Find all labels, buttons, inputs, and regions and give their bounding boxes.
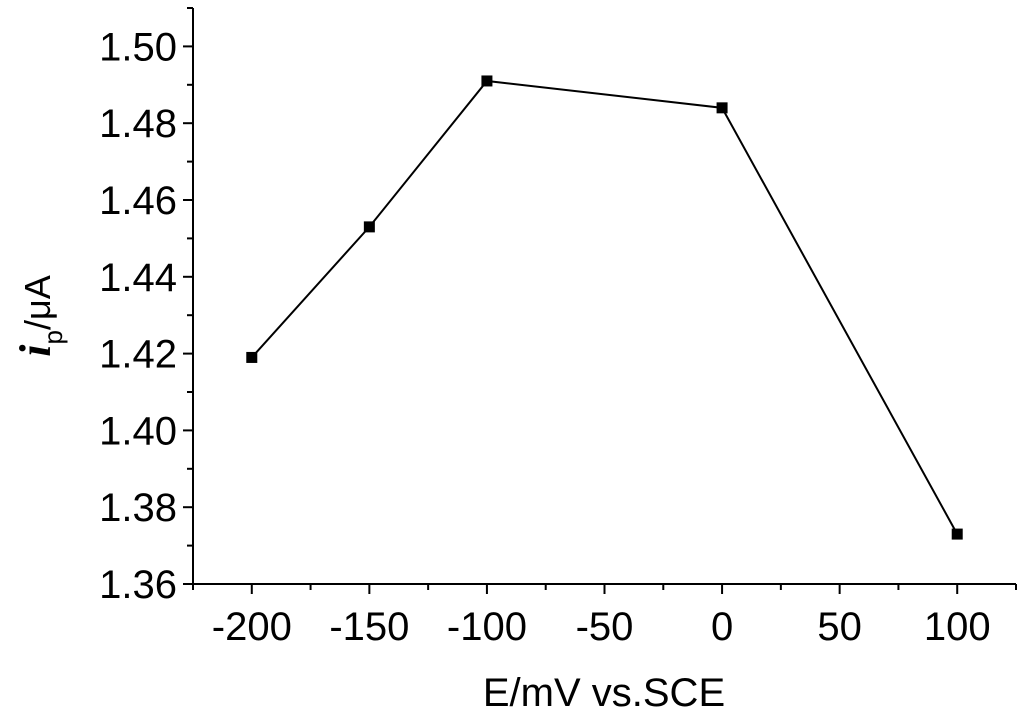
y-axis-ticks: 1.36 1.38 1.40 1.42 1.44 1.46 1.48 1.50 <box>99 7 193 607</box>
x-axis-title: E/mV vs.SCE <box>483 671 725 715</box>
y-axis-title-unit: /μA <box>17 275 58 330</box>
series-line <box>251 79 959 535</box>
y-tick-label: 1.44 <box>99 256 177 300</box>
x-tick-label: -100 <box>447 605 527 649</box>
x-tick-label: -150 <box>329 605 409 649</box>
x-tick-label: 50 <box>817 605 862 649</box>
x-tick-label: -50 <box>576 605 634 649</box>
y-tick-label: 1.48 <box>99 102 177 146</box>
data-point <box>246 351 258 363</box>
x-tick-label: 100 <box>924 605 991 649</box>
x-tick-label: -200 <box>212 605 292 649</box>
series-group <box>246 75 963 540</box>
y-tick-label: 1.40 <box>99 409 177 453</box>
y-tick-label: 1.46 <box>99 179 177 223</box>
data-point <box>363 221 375 233</box>
y-axis-title-subscript: p <box>38 330 68 344</box>
y-axis-title-symbol: i <box>11 344 60 357</box>
y-tick-label: 1.50 <box>99 25 177 69</box>
y-tick-label: 1.38 <box>99 486 177 530</box>
data-point <box>951 528 963 540</box>
y-tick-label: 1.42 <box>99 333 177 377</box>
data-point <box>481 75 493 87</box>
y-tick-label: 1.36 <box>99 563 177 607</box>
y-axis-title: ip/μA <box>11 275 68 356</box>
x-tick-label: 0 <box>711 605 733 649</box>
x-axis-ticks: -200 -150 -100 -50 0 50 100 <box>192 584 1017 649</box>
data-point <box>716 102 728 114</box>
